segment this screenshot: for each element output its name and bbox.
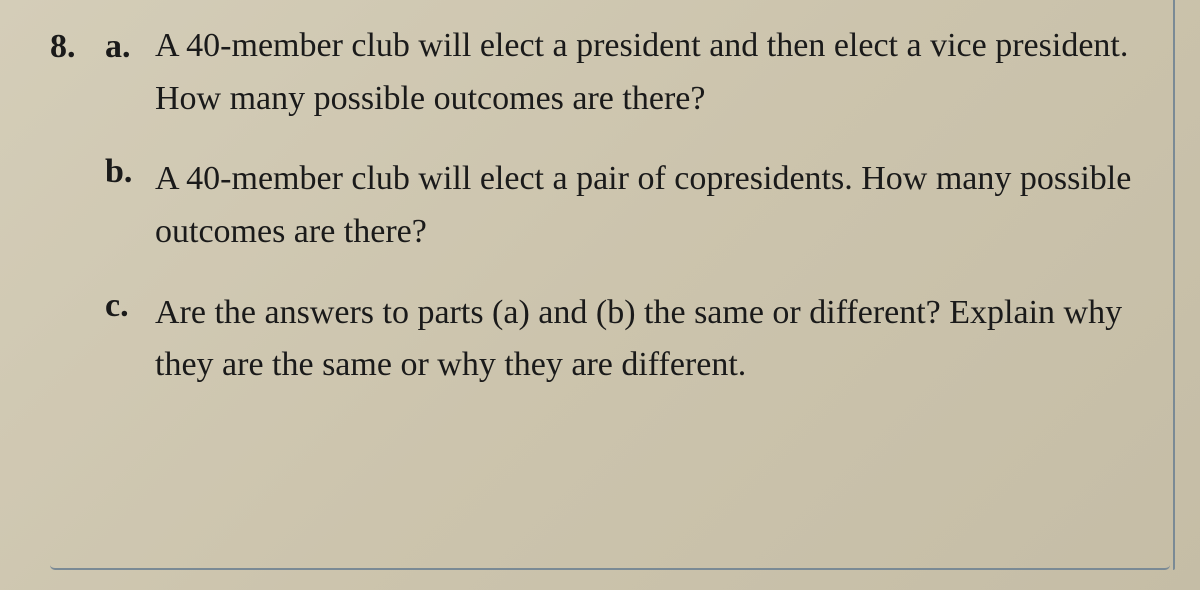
problem-number: 8. bbox=[50, 20, 105, 125]
problem-8a: 8. a. A 40-member club will elect a pres… bbox=[50, 20, 1160, 125]
problem-8c: c. Are the answers to parts (a) and (b) … bbox=[105, 287, 1160, 392]
part-label-c: c. bbox=[105, 287, 155, 392]
part-label-b: b. bbox=[105, 153, 155, 258]
part-text-b: A 40-member club will elect a pair of co… bbox=[155, 153, 1160, 258]
part-label-a: a. bbox=[105, 20, 155, 125]
part-text-a: A 40-member club will elect a president … bbox=[155, 20, 1160, 125]
part-text-c: Are the answers to parts (a) and (b) the… bbox=[155, 287, 1160, 392]
page-border-right bbox=[1173, 0, 1175, 570]
problem-8b: b. A 40-member club will elect a pair of… bbox=[105, 153, 1160, 258]
textbook-page: 8. a. A 40-member club will elect a pres… bbox=[0, 0, 1200, 590]
